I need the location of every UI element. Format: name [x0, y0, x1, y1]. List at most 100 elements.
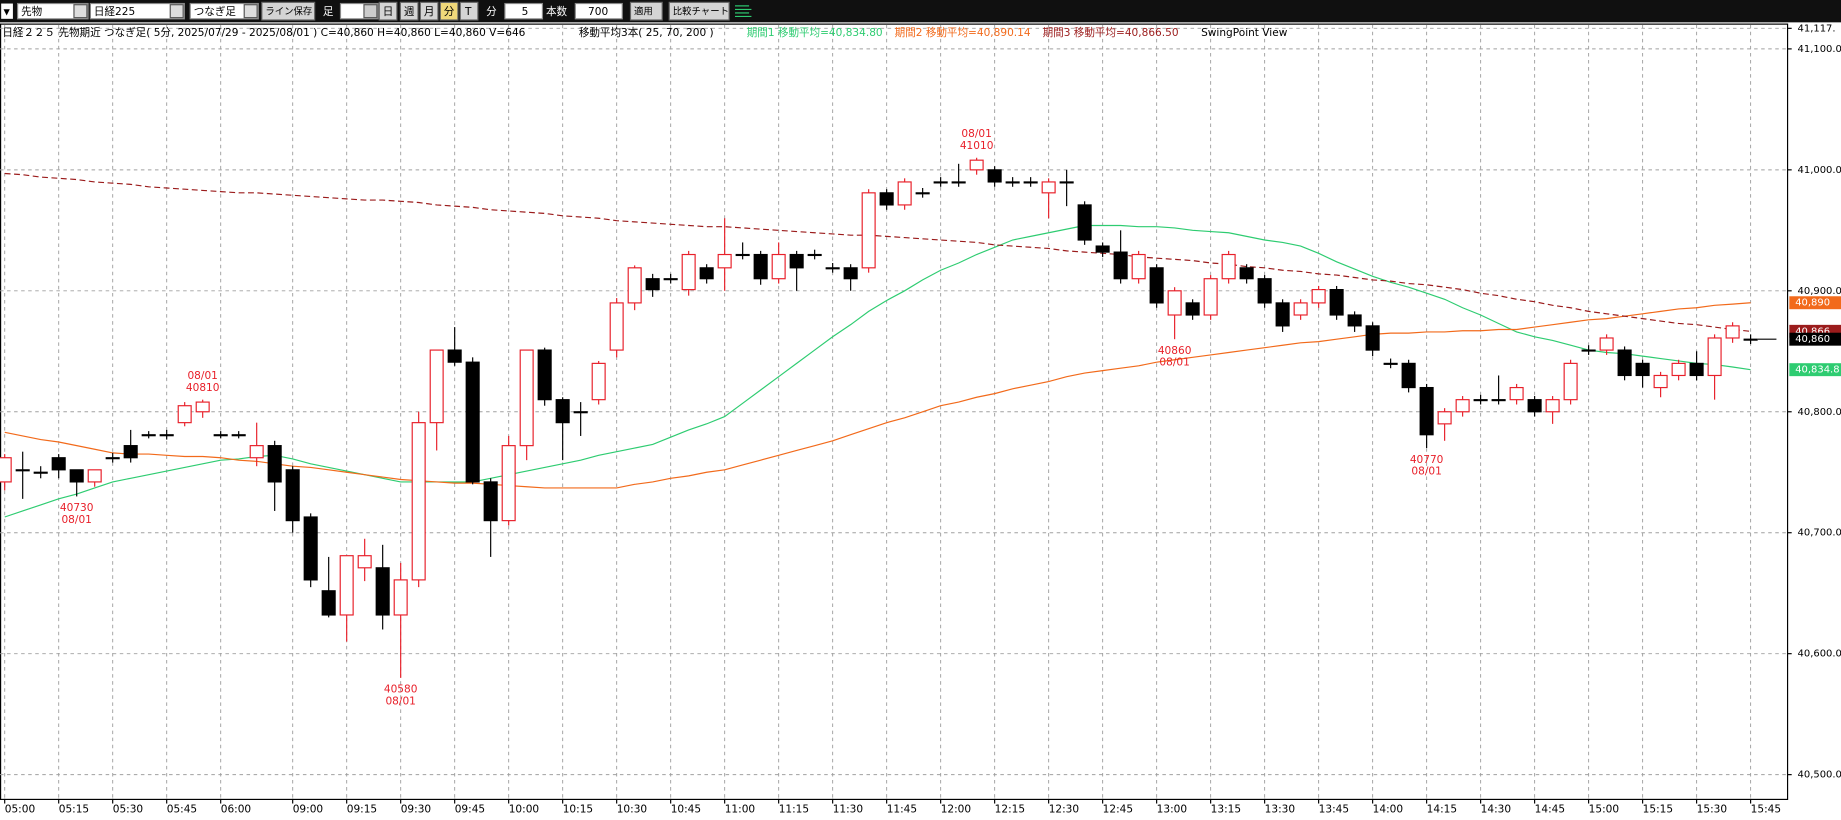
candle-body [1131, 253, 1146, 280]
candle-body [933, 181, 948, 184]
candle-body [1491, 399, 1506, 402]
price-tag-label: 40,890 [1795, 298, 1830, 309]
candle-body [555, 399, 570, 424]
bar-type-select[interactable] [189, 2, 259, 20]
candle-body [573, 411, 588, 414]
candle-body [501, 445, 516, 522]
x-tick-label: 12:45 [1103, 803, 1133, 815]
candle-body [465, 361, 480, 483]
save-line-button[interactable] [261, 1, 316, 21]
candle-body [303, 516, 318, 581]
x-tick-label: 15:45 [1751, 803, 1781, 815]
swing-high-value: 40810 [186, 382, 220, 394]
swing-low-date: 08/01 [61, 514, 91, 526]
menu-arrow: ▼ [4, 6, 11, 16]
swing-low-date: 08/01 [385, 695, 415, 707]
x-tick-label: 15:30 [1697, 803, 1728, 815]
candle-body [1563, 362, 1578, 401]
count-label: 本数 [546, 5, 568, 18]
compare-button[interactable] [668, 1, 730, 21]
swing-high-value: 41010 [960, 140, 994, 152]
toolbar: ▼ 先物 日経225 つなぎ足 ライン保存 足 日 週 月 分 T 分 5 本数… [0, 0, 1841, 23]
candle-body [1185, 302, 1200, 316]
candle-body [663, 278, 678, 281]
price-tag [1789, 363, 1841, 377]
count-text: 700 [588, 6, 608, 18]
x-tick-label: 06:00 [221, 803, 252, 815]
swing-high-date: 08/01 [961, 128, 991, 140]
candle-body [1599, 337, 1614, 351]
tick-button[interactable] [459, 1, 479, 21]
candle-body [1743, 338, 1758, 341]
x-tick-label: 05:15 [59, 803, 89, 815]
day-button[interactable] [378, 1, 398, 21]
candle-body [321, 590, 336, 616]
candle-body [1311, 289, 1326, 304]
compare-text: 比較チャート [673, 5, 729, 17]
candle-body [339, 555, 354, 616]
apply-button[interactable] [629, 1, 663, 21]
market-select[interactable] [17, 2, 89, 20]
candle-body [69, 469, 84, 483]
x-tick-label: 05:45 [167, 803, 197, 815]
candle-body [1113, 251, 1128, 280]
interval-unit: 分 [486, 6, 497, 18]
candle-body [249, 445, 264, 459]
candle-body [141, 434, 156, 437]
menu-button[interactable] [1, 3, 13, 19]
candle-body [0, 457, 12, 483]
candle-body [1023, 181, 1038, 184]
candle-body [1149, 267, 1164, 304]
candle-body [681, 253, 696, 291]
bar-type-text: つなぎ足 [194, 5, 237, 18]
candle-body [1221, 253, 1236, 280]
candle-body [1635, 362, 1650, 377]
candle-body [1437, 411, 1452, 425]
candle-body [1095, 245, 1110, 253]
x-tick-label: 10:15 [563, 803, 593, 815]
candle-body [861, 192, 876, 269]
price-tag-label: 40,866 [1795, 326, 1830, 337]
x-tick-label: 14:45 [1535, 803, 1565, 815]
swing-low-date: 08/01 [1159, 357, 1189, 369]
minute-button[interactable] [439, 1, 459, 21]
candle-body [537, 349, 552, 401]
dropdown-arrow[interactable] [243, 4, 258, 19]
candle-body [105, 457, 120, 460]
candle-body [1167, 290, 1182, 316]
moving-average-line [4, 224, 1751, 518]
x-tick-label: 09:00 [293, 803, 324, 815]
tick-text: T [464, 6, 472, 18]
candle-body [591, 362, 606, 401]
dropdown-arrow[interactable] [169, 4, 184, 19]
candle-body [1509, 386, 1524, 401]
price-tag [1789, 296, 1841, 310]
month-button[interactable] [419, 1, 439, 21]
x-tick-label: 14:30 [1481, 803, 1512, 815]
x-tick-label: 12:30 [1049, 803, 1080, 815]
swing-low-value: 40580 [384, 684, 418, 696]
candle-body [411, 422, 426, 581]
week-button[interactable] [399, 1, 419, 21]
interval-input[interactable] [504, 2, 544, 20]
dropdown-arrow[interactable] [73, 4, 88, 19]
candle-body [1059, 181, 1074, 184]
y-tick-label: 41,000.0 [1798, 165, 1841, 176]
candle-body [1455, 399, 1470, 413]
x-tick-label: 13:45 [1319, 803, 1349, 815]
candle-body [879, 192, 894, 206]
input-icon[interactable] [363, 4, 378, 19]
x-tick-label: 13:00 [1157, 803, 1188, 815]
indicator-icon[interactable] [734, 5, 752, 18]
candle-body [771, 253, 786, 280]
candle-body [195, 401, 210, 413]
symbol-select[interactable] [89, 2, 185, 20]
apply-text: 適用 [634, 5, 653, 17]
candle-body [1329, 289, 1344, 316]
count-input[interactable] [574, 2, 623, 20]
y-tick-label: 40,500.0 [1798, 770, 1841, 781]
x-tick-label: 09:30 [401, 803, 432, 815]
candle-body [375, 567, 390, 616]
x-tick-label: 13:30 [1265, 803, 1296, 815]
